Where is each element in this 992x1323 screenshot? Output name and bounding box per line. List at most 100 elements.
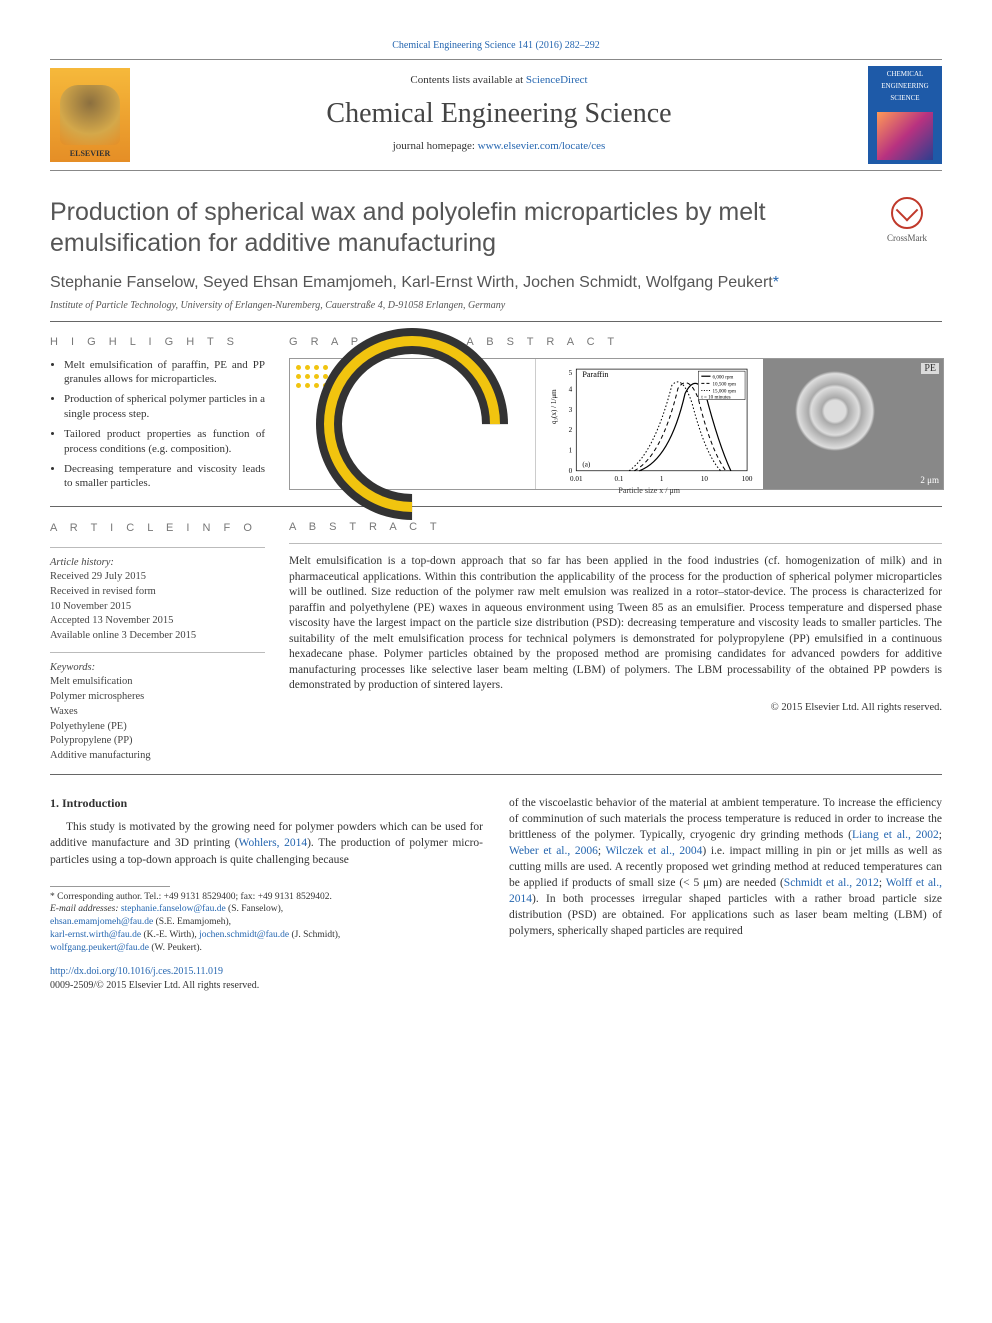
affiliation: Institute of Particle Technology, Univer… — [50, 300, 942, 311]
svg-text:5: 5 — [568, 369, 572, 377]
highlights-section: H I G H L I G H T S Melt emulsification … — [50, 336, 265, 497]
crossmark-icon — [891, 197, 923, 229]
corresponding-star[interactable]: * — [773, 274, 779, 291]
doi-link[interactable]: http://dx.doi.org/10.1016/j.ces.2015.11.… — [50, 966, 223, 977]
intro-col-left: 1. Introduction This study is motivated … — [50, 795, 483, 993]
svg-text:100: 100 — [741, 474, 752, 482]
intro-heading: 1. Introduction — [50, 795, 483, 812]
svg-text:0.1: 0.1 — [614, 474, 623, 482]
ga-sem-scalebar: 2 μm — [920, 475, 939, 485]
ga-rotor-icon — [277, 288, 549, 560]
ga-psd-chart: 0 1 2 3 4 5 0.01 0.1 1 10 100 — [535, 359, 763, 489]
divider — [50, 774, 942, 775]
ref-link[interactable]: Wilczek et al., 2004 — [605, 845, 702, 857]
highlights-head: H I G H L I G H T S — [50, 336, 265, 348]
svg-text:10: 10 — [701, 474, 709, 482]
svg-text:6,000 rpm: 6,000 rpm — [712, 374, 733, 380]
cover-art-icon — [877, 112, 933, 160]
email-line: wolfgang.peukert@fau.de (W. Peukert). — [50, 942, 483, 955]
homepage-prefix: journal homepage: — [393, 140, 478, 152]
crossmark-label: CrossMark — [887, 233, 927, 243]
ga-schematic-icon — [290, 359, 535, 489]
keyword: Waxes — [50, 705, 265, 720]
history-line: Received 29 July 2015 — [50, 570, 265, 585]
email-who: (K.-E. Wirth), — [141, 930, 199, 940]
keyword: Polypropylene (PP) — [50, 734, 265, 749]
ga-chart-title: Paraffin — [582, 370, 608, 379]
doi-block: http://dx.doi.org/10.1016/j.ces.2015.11.… — [50, 965, 483, 993]
highlight-item: Decreasing temperature and viscosity lea… — [64, 462, 265, 492]
ga-chart-svg: 0 1 2 3 4 5 0.01 0.1 1 10 100 — [540, 363, 759, 485]
crossmark-badge[interactable]: CrossMark — [872, 197, 942, 243]
email-link[interactable]: karl-ernst.wirth@fau.de — [50, 930, 141, 940]
keyword: Melt emulsification — [50, 675, 265, 690]
cover-line: CHEMICAL — [887, 70, 924, 78]
elsevier-tree-icon — [60, 85, 120, 145]
email-link[interactable]: wolfgang.peukert@fau.de — [50, 943, 149, 953]
ref-link[interactable]: Weber et al., 2006 — [509, 845, 598, 857]
journal-header: ELSEVIER Contents lists available at Sci… — [50, 59, 942, 171]
keyword: Polyethylene (PE) — [50, 720, 265, 735]
highlights-row: H I G H L I G H T S Melt emulsification … — [50, 336, 942, 497]
author-list: Stephanie Fanselow, Seyed Ehsan Emamjome… — [50, 274, 942, 292]
ref-link[interactable]: Liang et al., 2002 — [852, 829, 939, 841]
history-head: Article history: — [50, 556, 265, 571]
history-line: Received in revised form — [50, 585, 265, 600]
ref-link[interactable]: Schmidt et al., 2012 — [784, 877, 879, 889]
divider — [50, 506, 942, 507]
highlight-item: Melt emulsification of paraffin, PE and … — [64, 358, 265, 388]
intro-paragraph: of the viscoelastic behavior of the mate… — [509, 795, 942, 940]
authors-text: Stephanie Fanselow, Seyed Ehsan Emamjome… — [50, 274, 773, 291]
title-row: Production of spherical wax and polyolef… — [50, 197, 942, 260]
ga-chart-ylabel: q₃(x) / 1/μm — [550, 388, 558, 423]
email-label: E-mail addresses: — [50, 904, 121, 914]
highlight-item: Tailored product properties as function … — [64, 427, 265, 457]
graphical-abstract-section: G R A P H I C A L A B S T R A C T 0 1 — [289, 336, 942, 497]
elsevier-label: ELSEVIER — [70, 149, 110, 158]
history-line: Available online 3 December 2015 — [50, 629, 265, 644]
citation-link[interactable]: Chemical Engineering Science 141 (2016) … — [392, 40, 599, 51]
email-link[interactable]: stephanie.fanselow@fau.de — [121, 904, 226, 914]
abstract-section: A B S T R A C T Melt emulsification is a… — [289, 521, 942, 763]
ga-sem-image: PE 2 μm — [763, 359, 943, 489]
intro-body: 1. Introduction This study is motivated … — [50, 795, 942, 993]
svg-text:0.01: 0.01 — [570, 474, 583, 482]
email-who: (S.E. Emamjomeh), — [153, 917, 231, 927]
cover-line: SCIENCE — [890, 94, 919, 102]
info-abstract-row: A R T I C L E I N F O Article history: R… — [50, 521, 942, 763]
contents-line: Contents lists available at ScienceDirec… — [130, 74, 868, 86]
email-link[interactable]: ehsan.emamjomeh@fau.de — [50, 917, 153, 927]
article-info: A R T I C L E I N F O Article history: R… — [50, 521, 265, 763]
elsevier-logo: ELSEVIER — [50, 68, 130, 162]
graphical-abstract: 0 1 2 3 4 5 0.01 0.1 1 10 100 — [289, 358, 944, 490]
ref-link[interactable]: Wohlers, 2014 — [239, 837, 308, 849]
email-who: (J. Schmidt), — [289, 930, 340, 940]
article-title: Production of spherical wax and polyolef… — [50, 197, 860, 260]
email-who: (S. Fanselow), — [226, 904, 284, 914]
sep: ; — [939, 829, 942, 841]
highlight-item: Production of spherical polymer particle… — [64, 392, 265, 422]
intro-paragraph: This study is motivated by the growing n… — [50, 819, 483, 867]
abstract-head: A B S T R A C T — [289, 521, 942, 533]
svg-text:4: 4 — [568, 385, 572, 393]
svg-text:t = 10 minutes: t = 10 minutes — [701, 394, 730, 400]
footnotes: * Corresponding author. Tel.: +49 9131 8… — [50, 886, 483, 955]
sep: ; — [879, 877, 886, 889]
svg-text:10,500 rpm: 10,500 rpm — [712, 381, 735, 387]
journal-center: Contents lists available at ScienceDirec… — [130, 74, 868, 156]
abstract-text: Melt emulsification is a top-down approa… — [289, 554, 942, 694]
email-line: karl-ernst.wirth@fau.de (K.-E. Wirth), j… — [50, 929, 483, 942]
ga-chart-lettering: (a) — [582, 460, 591, 468]
journal-name: Chemical Engineering Science — [130, 98, 868, 130]
highlights-list: Melt emulsification of paraffin, PE and … — [50, 358, 265, 492]
keyword: Polymer microspheres — [50, 690, 265, 705]
article-info-head: A R T I C L E I N F O — [50, 521, 265, 536]
sciencedirect-link[interactable]: ScienceDirect — [526, 74, 588, 86]
email-link[interactable]: jochen.schmidt@fau.de — [199, 930, 289, 940]
email-line: ehsan.emamjomeh@fau.de (S.E. Emamjomeh), — [50, 916, 483, 929]
history-line: Accepted 13 November 2015 — [50, 614, 265, 629]
running-header: Chemical Engineering Science 141 (2016) … — [50, 40, 942, 51]
journal-cover-thumbnail: CHEMICAL ENGINEERING SCIENCE — [868, 66, 942, 164]
copyright: © 2015 Elsevier Ltd. All rights reserved… — [289, 702, 942, 713]
homepage-link[interactable]: www.elsevier.com/locate/ces — [478, 140, 606, 152]
